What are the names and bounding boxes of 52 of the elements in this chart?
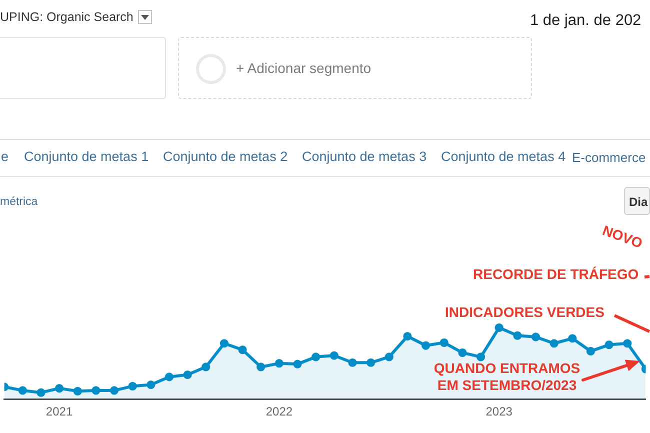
point xyxy=(568,334,577,343)
point xyxy=(18,386,27,395)
point xyxy=(550,339,558,348)
text: RECORDE DE TRÁFEGO xyxy=(473,266,639,283)
point xyxy=(36,388,46,397)
text: métrica xyxy=(0,195,38,210)
point xyxy=(586,346,596,356)
x-tick-label: 2021 xyxy=(46,404,73,419)
point xyxy=(458,348,467,357)
point xyxy=(164,372,174,382)
point xyxy=(330,351,338,360)
text: Conjunto de metas 2 xyxy=(163,149,288,165)
point xyxy=(183,370,192,380)
point xyxy=(293,360,302,368)
point xyxy=(73,386,82,396)
point xyxy=(403,332,412,341)
text: INDICADORES VERDES xyxy=(445,304,604,321)
text: 1 de jan. de 202 xyxy=(530,12,642,29)
point xyxy=(146,380,156,390)
text: Conjunto de metas 1 xyxy=(24,149,149,165)
text: E-commerce xyxy=(572,150,646,166)
point xyxy=(274,359,284,368)
point xyxy=(202,362,210,372)
point xyxy=(92,386,100,395)
point xyxy=(366,358,376,367)
text: e xyxy=(1,149,9,165)
point xyxy=(421,341,430,350)
text: UPING: Organic Search xyxy=(0,9,134,25)
point xyxy=(494,323,504,332)
point xyxy=(128,382,137,390)
point xyxy=(312,352,320,362)
text: Conjunto de metas 4 xyxy=(441,149,566,165)
point xyxy=(513,331,522,340)
point xyxy=(531,332,540,342)
point xyxy=(238,345,247,354)
text: Conjunto de metas 3 xyxy=(302,149,427,165)
text: NOVO xyxy=(600,222,645,252)
point xyxy=(54,384,64,393)
button: Dia xyxy=(624,187,650,215)
point xyxy=(348,358,357,367)
x-tick-label: 2022 xyxy=(266,404,293,419)
text: + Adicionar segmento xyxy=(236,60,372,76)
point xyxy=(256,362,266,372)
point xyxy=(110,386,119,395)
point xyxy=(220,339,229,348)
x-tick-label: 2023 xyxy=(486,404,513,419)
point xyxy=(623,339,632,348)
point xyxy=(384,352,394,362)
point xyxy=(604,340,614,350)
point xyxy=(476,352,486,362)
point xyxy=(440,338,448,347)
annotation: QUANDO ENTRAMOS EM SETEMBRO/2023 xyxy=(432,360,582,394)
